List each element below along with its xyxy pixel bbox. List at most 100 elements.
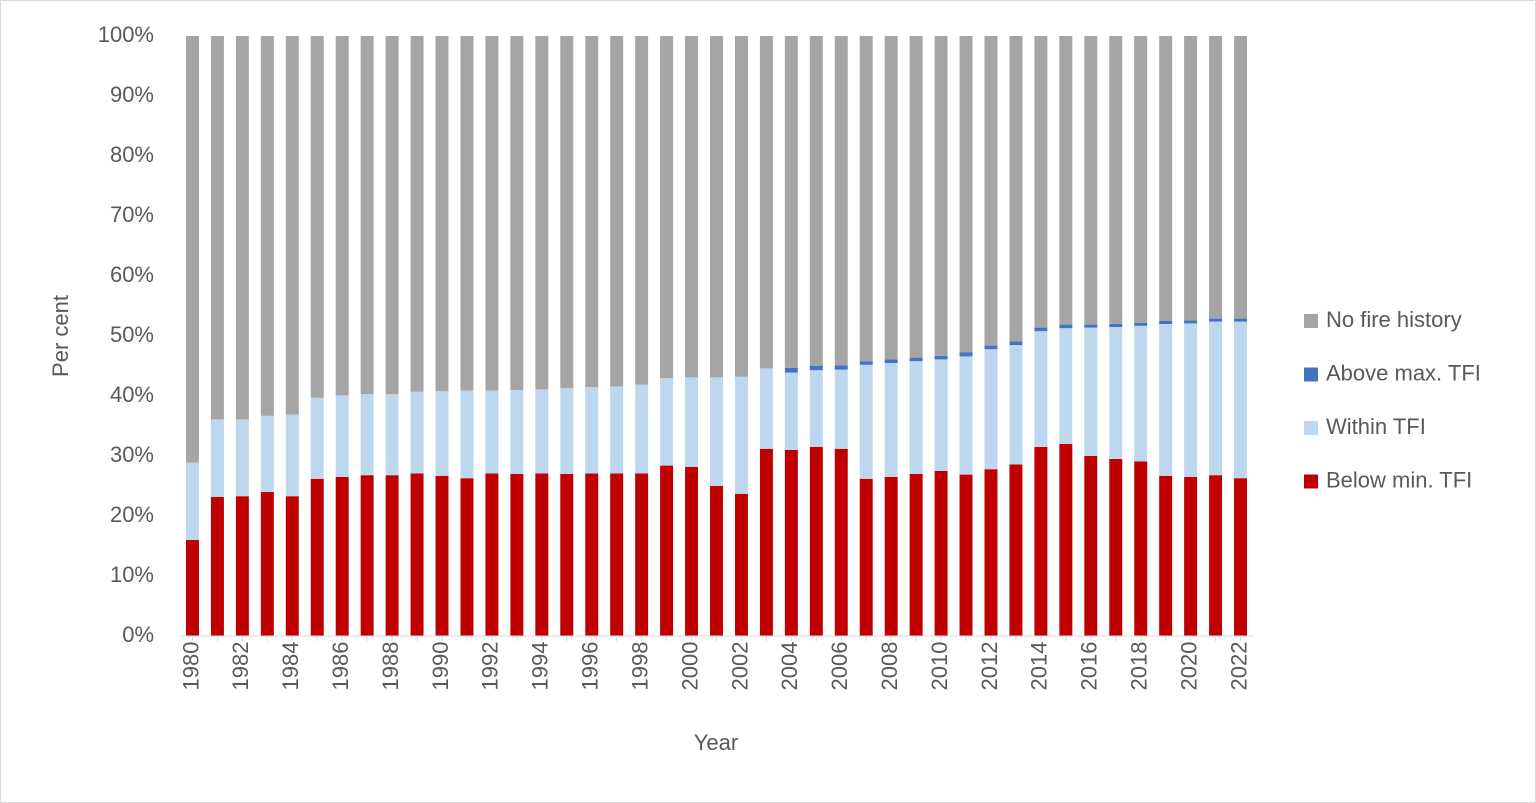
bar-segment xyxy=(859,364,873,479)
x-axis-title: Year xyxy=(694,730,738,755)
bar-segment xyxy=(685,377,699,467)
legend-swatch xyxy=(1304,367,1318,382)
bar-segment xyxy=(934,359,948,471)
bar-segment xyxy=(1034,36,1048,328)
bar-segment xyxy=(285,36,299,415)
x-tick-label: 2004 xyxy=(777,642,802,691)
y-axis-title: Per cent xyxy=(48,295,73,377)
bar-segment xyxy=(1034,447,1048,636)
bar-segment xyxy=(1084,36,1098,325)
y-tick-label: 50% xyxy=(110,322,154,347)
bar-segment xyxy=(809,366,823,371)
bar-segment xyxy=(235,419,249,497)
bar-segment xyxy=(710,377,723,486)
y-tick-label: 60% xyxy=(110,262,154,287)
bar-segment xyxy=(435,391,449,476)
bar-segment xyxy=(460,36,474,391)
bar-segment xyxy=(310,36,324,398)
bar-segment xyxy=(360,36,374,395)
x-tick-label: 1990 xyxy=(428,642,453,691)
bar-segment xyxy=(934,355,948,360)
bar-segment xyxy=(335,477,349,636)
y-tick-label: 20% xyxy=(110,502,154,527)
bar-segment xyxy=(435,475,449,636)
bar-segment xyxy=(1084,327,1098,456)
bar-segment xyxy=(1159,321,1173,324)
bar-segment xyxy=(1009,345,1023,465)
bar-segment xyxy=(260,492,274,636)
bar-segment xyxy=(959,36,973,353)
x-tick-label: 1988 xyxy=(378,642,403,691)
bar-segment xyxy=(660,378,674,466)
bar-segment xyxy=(834,36,848,366)
bar-segment xyxy=(959,352,973,357)
bar-segment xyxy=(510,390,524,474)
bar-segment xyxy=(1009,464,1023,636)
bar-segment xyxy=(1109,36,1123,324)
legend-label: No fire history xyxy=(1326,307,1462,332)
bar-segment xyxy=(734,376,748,494)
bar-segment xyxy=(1184,320,1198,324)
bar-segment xyxy=(984,469,998,636)
bar-segment xyxy=(410,391,424,474)
bar-segment xyxy=(1134,461,1148,636)
bar-segment xyxy=(360,475,374,636)
bar-segment xyxy=(635,36,649,385)
x-tick-label: 1984 xyxy=(278,642,303,691)
bar-segment xyxy=(909,357,923,362)
bar-segment xyxy=(1134,325,1148,462)
bar-segment xyxy=(460,390,474,479)
bar-segment xyxy=(1084,456,1098,636)
y-tick-label: 0% xyxy=(122,622,154,647)
bar-segment xyxy=(510,36,524,390)
bar-segment xyxy=(1234,478,1248,636)
bar-segment xyxy=(909,361,923,474)
bar-segment xyxy=(734,493,748,636)
y-tick-label: 100% xyxy=(98,22,154,47)
bar-segment xyxy=(1209,36,1223,319)
bar-segment xyxy=(1209,318,1223,322)
legend-label: Below min. TFI xyxy=(1326,467,1472,492)
bar-segment xyxy=(635,473,649,636)
bar-segment xyxy=(485,473,499,636)
y-tick-label: 30% xyxy=(110,442,154,467)
bar-segment xyxy=(335,36,349,396)
bar-segment xyxy=(859,478,873,636)
bar-segment xyxy=(310,478,324,636)
bar-segment xyxy=(485,390,499,474)
bar-segment xyxy=(185,540,199,636)
x-tick-label: 1992 xyxy=(478,642,503,691)
bar-segment xyxy=(385,394,399,476)
bar-segment xyxy=(884,36,898,360)
bar-segment xyxy=(410,36,424,392)
y-tick-label: 80% xyxy=(110,142,154,167)
bar-segment xyxy=(285,414,299,497)
bar-segment xyxy=(285,496,299,636)
bar-segment xyxy=(1209,475,1223,636)
bar-segment xyxy=(834,365,848,370)
bar-segment xyxy=(560,388,574,474)
bar-segment xyxy=(660,36,674,378)
bar-segment xyxy=(210,36,224,420)
bar-segment xyxy=(360,394,374,476)
bar-segment xyxy=(560,474,574,636)
bar-segment xyxy=(1084,324,1098,328)
bar-segment xyxy=(510,474,524,636)
bar-segment xyxy=(984,36,998,346)
legend-label: Within TFI xyxy=(1326,414,1426,439)
legend-swatch xyxy=(1304,314,1318,328)
bar-segment xyxy=(685,466,699,636)
bar-segment xyxy=(884,359,898,363)
x-tick-label: 1998 xyxy=(627,642,652,691)
x-tick-label: 2002 xyxy=(727,642,752,691)
bar-segment xyxy=(784,372,798,450)
bar-segment xyxy=(1059,328,1073,444)
bar-segment xyxy=(1234,321,1248,479)
bar-segment xyxy=(185,36,199,463)
bar-segment xyxy=(485,36,499,391)
bar-segment xyxy=(635,384,649,474)
bar-segment xyxy=(1059,324,1073,329)
x-tick-label: 2022 xyxy=(1226,642,1251,691)
